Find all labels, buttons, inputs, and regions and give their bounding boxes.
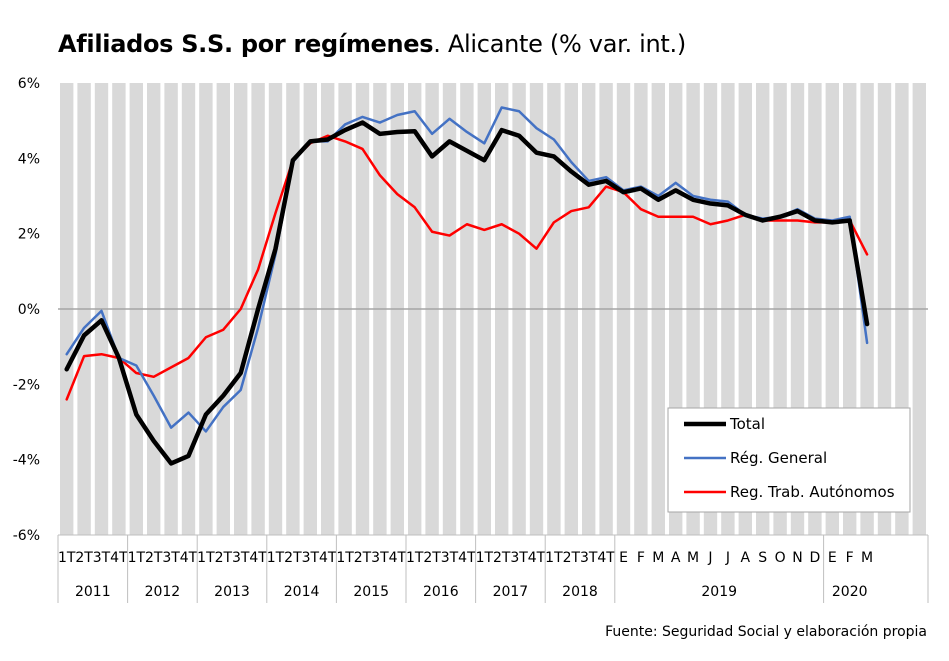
x-tick-label: 3T bbox=[510, 550, 528, 566]
legend-label: Rég. General bbox=[730, 449, 827, 467]
chart-title-rest: . Alicante (% var. int.) bbox=[433, 30, 686, 58]
x-tick-label: E bbox=[828, 550, 837, 566]
x-tick-label: M bbox=[652, 550, 664, 566]
x-tick-label: N bbox=[792, 550, 802, 566]
x-tick-label: 2T bbox=[493, 550, 511, 566]
x-group-label: 2015 bbox=[353, 584, 389, 600]
x-tick-label: 2T bbox=[284, 550, 302, 566]
x-tick-label: 1T bbox=[476, 550, 494, 566]
x-tick-label: 2T bbox=[354, 550, 372, 566]
y-tick-label: 0% bbox=[18, 302, 40, 318]
x-tick-label: 4T bbox=[249, 550, 267, 566]
y-tick-label: 6% bbox=[18, 76, 40, 92]
x-tick-label: O bbox=[775, 550, 786, 566]
x-tick-label: 1T bbox=[406, 550, 424, 566]
x-tick-label: M bbox=[861, 550, 873, 566]
x-tick-label: 1T bbox=[336, 550, 354, 566]
x-tick-label: 1T bbox=[545, 550, 563, 566]
x-tick-label: 1T bbox=[197, 550, 215, 566]
chart-title: Afiliados S.S. por regímenes. Alicante (… bbox=[58, 30, 686, 58]
x-group-label: 2018 bbox=[562, 584, 598, 600]
x-group-label: 2016 bbox=[423, 584, 459, 600]
x-tick-label: F bbox=[637, 550, 645, 566]
x-group-label: 2020 bbox=[832, 584, 868, 600]
y-tick-label: -6% bbox=[13, 528, 40, 544]
x-group-label: 2012 bbox=[145, 584, 181, 600]
x-tick-label: 3T bbox=[93, 550, 111, 566]
x-tick-label: 1T bbox=[58, 550, 76, 566]
x-tick-label: 4T bbox=[319, 550, 337, 566]
x-group-label: 2011 bbox=[75, 584, 111, 600]
x-tick-label: 3T bbox=[162, 550, 180, 566]
x-group-label: 2017 bbox=[493, 584, 529, 600]
x-tick-label: J bbox=[707, 550, 712, 566]
x-tick-label: 2T bbox=[423, 550, 441, 566]
x-group-label: 2014 bbox=[284, 584, 320, 600]
x-group-label: 2013 bbox=[214, 584, 250, 600]
x-tick-label: 1T bbox=[267, 550, 285, 566]
x-group-label: 2019 bbox=[701, 584, 737, 600]
x-tick-label: 4T bbox=[180, 550, 198, 566]
y-tick-label: 4% bbox=[18, 151, 40, 167]
legend-label: Reg. Trab. Autónomos bbox=[730, 483, 895, 501]
x-tick-label: D bbox=[810, 550, 821, 566]
x-tick-label: E bbox=[619, 550, 628, 566]
legend-label: Total bbox=[729, 415, 765, 433]
x-tick-label: 2T bbox=[75, 550, 93, 566]
x-tick-label: 2T bbox=[563, 550, 581, 566]
x-tick-label: F bbox=[846, 550, 854, 566]
x-tick-label: 1T bbox=[128, 550, 146, 566]
x-tick-label: 3T bbox=[580, 550, 598, 566]
x-tick-label: 3T bbox=[232, 550, 250, 566]
chart-title-bold: Afiliados S.S. por regímenes bbox=[58, 30, 434, 58]
x-tick-label: 4T bbox=[528, 550, 546, 566]
y-tick-label: -2% bbox=[13, 377, 40, 393]
x-tick-label: 2T bbox=[145, 550, 163, 566]
x-tick-label: M bbox=[687, 550, 699, 566]
x-tick-label: A bbox=[671, 550, 681, 566]
y-tick-label: -4% bbox=[13, 453, 40, 469]
x-tick-label: 3T bbox=[302, 550, 320, 566]
x-tick-label: 2T bbox=[215, 550, 233, 566]
x-tick-label: 3T bbox=[441, 550, 459, 566]
y-tick-label: 2% bbox=[18, 227, 40, 243]
series-line bbox=[65, 134, 869, 401]
source-note: Fuente: Seguridad Social y elaboración p… bbox=[605, 624, 927, 640]
x-tick-label: 4T bbox=[389, 550, 407, 566]
x-tick-label: J bbox=[725, 550, 730, 566]
x-tick-label: A bbox=[741, 550, 751, 566]
series-line bbox=[64, 120, 870, 466]
x-tick-label: S bbox=[758, 550, 767, 566]
x-tick-label: 4T bbox=[597, 550, 615, 566]
x-tick-label: 4T bbox=[110, 550, 128, 566]
x-tick-label: 4T bbox=[458, 550, 476, 566]
x-tick-label: 3T bbox=[371, 550, 389, 566]
